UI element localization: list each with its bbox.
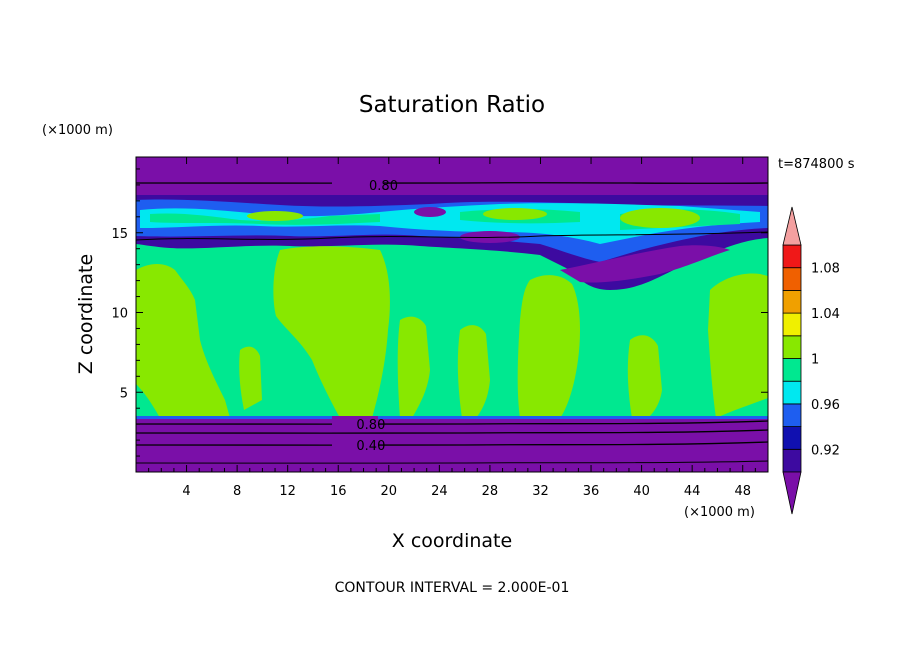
region-tropopause-cyan (140, 203, 760, 244)
contour-label-bg-upper (332, 174, 384, 190)
x-tick-label: 4 (182, 484, 190, 499)
colorbar-segment (782, 312, 802, 337)
cloud-region-mid-right (517, 275, 580, 418)
contour-line-lower-3 (136, 441, 768, 446)
cloud-scatter-1 (397, 316, 430, 418)
cloud-scatter-2 (457, 325, 490, 418)
colorbar-tick-label: 0.92 (811, 443, 840, 458)
x-tick-label: 28 (482, 484, 499, 499)
colorbar-segment (782, 358, 802, 382)
contour-label-bg-lower-2 (332, 438, 378, 452)
x-unit-label: (×1000 m) (684, 505, 755, 520)
colorbar-segment (782, 335, 802, 359)
saturation-field (136, 157, 768, 472)
x-axis-label: X coordinate (392, 530, 512, 552)
cloud-region-center (273, 246, 390, 418)
colorbar-tick-label: 1.04 (811, 307, 840, 322)
x-tick-label: 16 (330, 484, 347, 499)
contour-line-tropopause (136, 231, 768, 241)
cloud-upper-1 (247, 211, 303, 221)
cloud-scatter-4 (239, 346, 262, 410)
colorbar-segment (782, 244, 802, 269)
y-axis-ticks: 5 10 15 (111, 168, 768, 457)
x-tick-label: 24 (431, 484, 448, 499)
contour-line-lower-1 (136, 420, 768, 425)
cloud-region-left (136, 264, 230, 418)
y-unit-label: (×1000 m) (42, 123, 113, 138)
contour-labels: 0.80 0.80 0.40 (356, 179, 398, 454)
x-tick-label: 36 (583, 484, 600, 499)
x-tick-label: 44 (684, 484, 701, 499)
colorbar-segment (782, 380, 802, 405)
colorbar-tick-label: 0.96 (811, 398, 840, 413)
contour-label: 0.80 (369, 179, 398, 194)
colorbar-segment (782, 403, 802, 427)
y-tick-label: 5 (120, 386, 128, 401)
contour-line-lower-2 (136, 429, 768, 434)
time-label: t=874800 s (778, 157, 855, 172)
y-tick-label: 10 (111, 307, 128, 322)
colorbar-segment (782, 267, 802, 291)
x-tick-label: 48 (734, 484, 751, 499)
cloud-base-band (136, 416, 768, 420)
contour-label-bg-lower-1 (332, 416, 378, 430)
cloud-upper-2 (483, 208, 547, 220)
x-tick-label: 32 (532, 484, 549, 499)
colorbar-under-triangle (782, 471, 802, 515)
colorbar: 0.92 0.96 1 1.04 1.08 (782, 206, 840, 515)
contour-line-lower-4 (136, 460, 768, 464)
dry-streak (560, 245, 730, 283)
colorbar-segment (782, 448, 802, 473)
dry-pocket-mid (414, 207, 446, 217)
region-tropopause-green (150, 209, 740, 230)
cloud-upper-3 (620, 208, 700, 228)
contour-label: 0.80 (356, 418, 385, 433)
region-upper-dry-layer (136, 157, 768, 199)
colorbar-segment (782, 289, 802, 314)
colorbar-segment (782, 426, 802, 450)
x-axis-ticks: 4 8 12 16 20 24 28 32 36 40 44 48 (148, 157, 756, 499)
chart-title: Saturation Ratio (359, 92, 545, 118)
x-tick-label: 20 (381, 484, 398, 499)
x-tick-label: 12 (279, 484, 296, 499)
x-tick-label: 40 (633, 484, 650, 499)
contour-interval-footer: CONTOUR INTERVAL = 2.000E-01 (335, 580, 570, 596)
cloud-region-right (708, 273, 768, 418)
y-axis-label: Z coordinate (75, 254, 97, 374)
colorbar-tick-label: 1.08 (811, 262, 840, 277)
x-tick-label: 8 (233, 484, 241, 499)
contour-line-upper (136, 182, 768, 184)
y-tick-label: 15 (111, 227, 128, 242)
cloud-scatter-3 (627, 335, 662, 418)
colorbar-tick-label: 1 (811, 353, 819, 368)
colorbar-over-triangle (782, 206, 802, 246)
contour-label: 0.40 (356, 439, 385, 454)
